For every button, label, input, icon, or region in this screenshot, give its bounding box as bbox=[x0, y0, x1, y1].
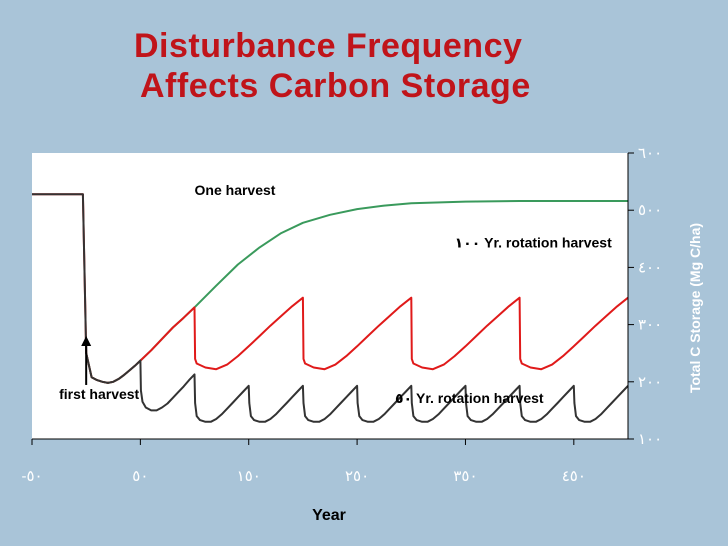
y-axis-label: Total C Storage (Mg C/ha) bbox=[687, 223, 703, 393]
y-tick-label: ٥٠٠ bbox=[638, 202, 662, 219]
x-tick-label: ١٥٠ bbox=[237, 468, 261, 485]
y-tick-label: ٣٠٠ bbox=[638, 317, 662, 334]
y-tick-label: ٦٠٠ bbox=[638, 145, 662, 162]
series-layer bbox=[32, 193, 629, 423]
x-tick-label: ٥٠ bbox=[132, 468, 148, 485]
annotation-yr-rotation-harvest: ١٠٠ Yr. rotation harvest bbox=[455, 234, 612, 250]
annotation-yr-rotation-harvest: ٥٠ Yr. rotation harvest bbox=[395, 390, 544, 406]
x-tick-label: ٤٥٠ bbox=[562, 468, 586, 485]
x-tick-label: -٥٠ bbox=[21, 468, 42, 485]
series-line-50-yr-rotation-harvest bbox=[32, 193, 629, 423]
annotation-layer: One harvest ١٠٠ Yr. rotation harvest ٥٠ Yr… bbox=[59, 182, 612, 406]
y-tick-label: ٢٠٠ bbox=[638, 374, 662, 391]
x-ticks: -٥٠ ٥٠ ١٥٠ ٢٥٠ ٣٥٠ ٤٥٠ bbox=[21, 439, 586, 485]
y-ticks: ١٠٠ ٢٠٠ ٣٠٠ ٤٠٠ ٥٠٠ ٦٠٠ bbox=[628, 145, 662, 448]
x-axis-label: Year bbox=[312, 507, 346, 524]
y-tick-label: ٤٠٠ bbox=[638, 259, 662, 276]
x-tick-label: ٣٥٠ bbox=[453, 468, 477, 485]
y-tick-label: ١٠٠ bbox=[638, 431, 662, 448]
slide-title: Disturbance Frequency Affects Carbon Sto… bbox=[134, 26, 531, 106]
first-harvest-arrow-head bbox=[81, 336, 92, 347]
title-line-1: Disturbance Frequency bbox=[134, 27, 523, 65]
x-tick-label: ٢٥٠ bbox=[345, 468, 369, 485]
annotation-one-harvest: One harvest bbox=[195, 182, 276, 198]
annotation-first-harvest: first harvest bbox=[59, 386, 139, 402]
title-line-2: Affects Carbon Storage bbox=[140, 67, 531, 105]
